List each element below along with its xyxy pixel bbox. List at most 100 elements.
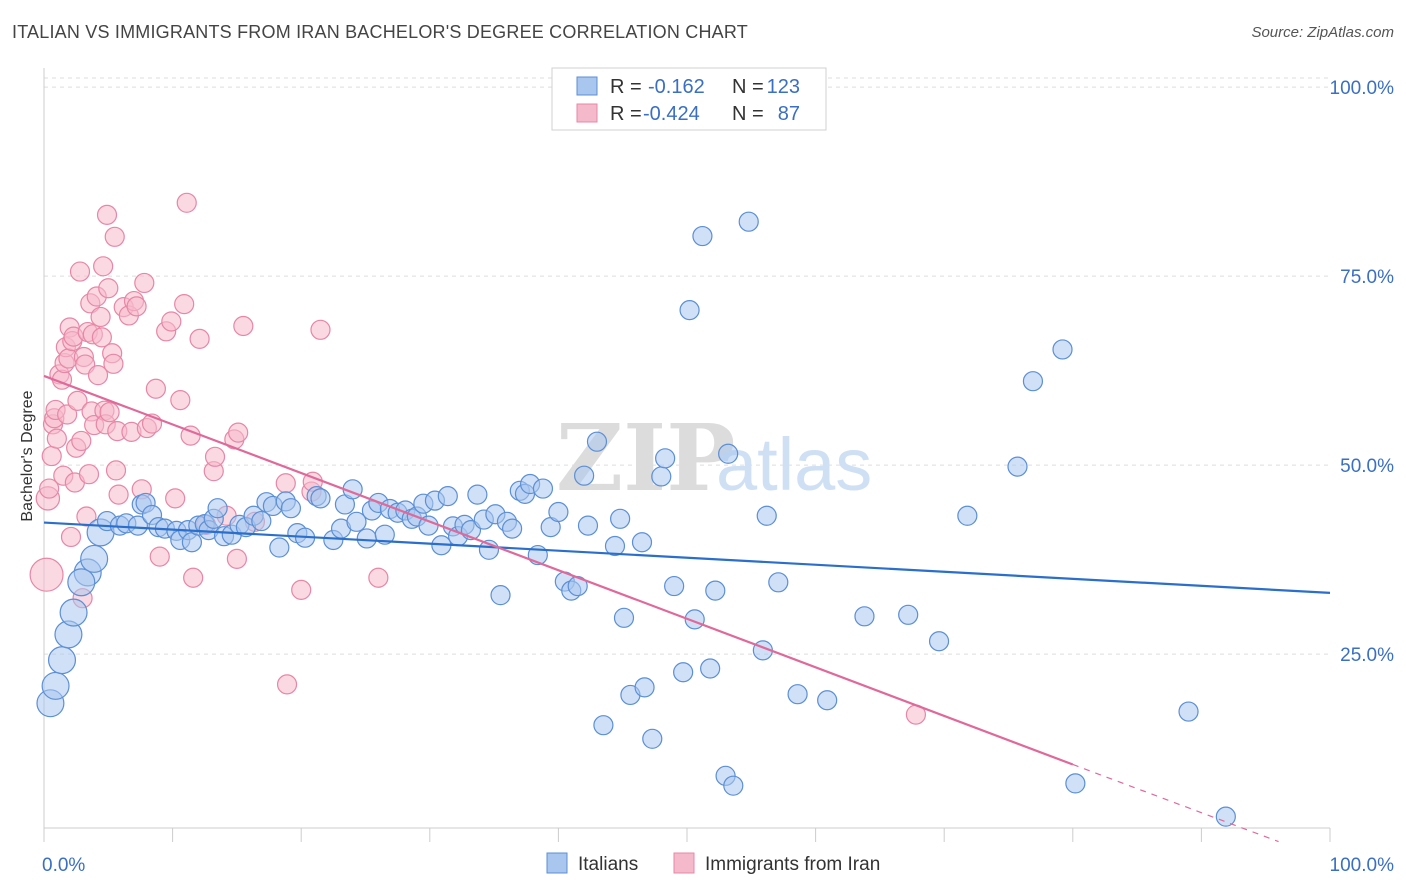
iran-point-79 [276, 674, 298, 695]
iran-point-47 [105, 460, 127, 481]
stats-legend-box [551, 67, 827, 131]
x-tick-label-min: 0.0% [42, 855, 85, 876]
iran-point-21 [67, 390, 88, 411]
iran-point-29 [78, 464, 100, 485]
italians-point-92 [642, 728, 663, 749]
trendlines [43, 374, 1331, 843]
italians-point-4 [59, 598, 88, 627]
iran-point-23 [71, 430, 92, 452]
chart-title: ITALIAN VS IMMIGRANTS FROM IRAN BACHELOR… [12, 22, 748, 42]
iran-swatch [576, 103, 598, 123]
italians-point-113 [928, 631, 950, 652]
stats-legend: R = -0.162 N = 123 R = -0.424 N = 87 [551, 67, 827, 131]
watermark: ZIP atlas [556, 404, 872, 512]
italians-point-76 [532, 478, 554, 499]
italians-point-7 [80, 544, 109, 573]
iran-point-3 [41, 445, 62, 467]
legend-iran-label: Immigrants from Iran [705, 854, 880, 875]
italians-point-1 [41, 671, 70, 700]
italians-swatch [576, 76, 598, 96]
italians-point-104 [718, 443, 739, 464]
italians-point-37 [280, 498, 302, 519]
italians-point-86 [610, 508, 631, 529]
iran-point-35 [87, 365, 109, 386]
italians-point-6 [67, 568, 96, 597]
iran-trendline-extension [1072, 763, 1279, 843]
y-tick-label-2: 75.0% [1340, 267, 1394, 288]
italians-point-12 [127, 515, 148, 536]
legend-iran-swatch [673, 852, 695, 874]
italians-point-94 [655, 448, 676, 469]
legend-italians-label: Italians [578, 854, 638, 875]
italians-point-32 [251, 510, 272, 532]
iran-point-46 [104, 226, 125, 247]
iran-point-49 [108, 484, 129, 505]
iran-point-37 [91, 327, 112, 348]
italians-point-117 [1052, 339, 1073, 360]
italians-point-71 [502, 518, 523, 539]
iran-point-80 [275, 473, 296, 494]
watermark-atlas: atlas [716, 423, 872, 506]
iran-point-2 [39, 478, 60, 499]
iran-n-label: N = [732, 103, 764, 125]
iran-point-84 [310, 319, 331, 340]
source-label: Source: ZipAtlas.com [1251, 24, 1394, 41]
iran-r-value: -0.424 [643, 103, 700, 125]
italians-point-35 [269, 537, 290, 558]
iran-point-59 [145, 378, 166, 399]
italians-r-value: -0.162 [648, 76, 705, 98]
iran-point-81 [291, 579, 312, 600]
iran-point-45 [103, 353, 124, 374]
iran-point-56 [134, 272, 155, 294]
iran-point-43 [99, 402, 120, 423]
iran-point-62 [161, 311, 182, 332]
iran-point-85 [368, 567, 389, 588]
italians-point-120 [1215, 806, 1236, 827]
italians-point-97 [679, 300, 700, 321]
iran-point-7 [46, 428, 67, 449]
italians-point-108 [768, 572, 789, 593]
iran-r-label: R = [610, 103, 642, 125]
italians-point-84 [586, 431, 608, 452]
italians-point-111 [854, 606, 875, 627]
italians-point-118 [1065, 773, 1086, 794]
iran-point-60 [149, 546, 170, 567]
italians-point-99 [692, 225, 713, 247]
italians-point-93 [651, 466, 672, 487]
italians-point-41 [310, 488, 331, 509]
italians-point-105 [738, 211, 759, 232]
iran-point-77 [233, 315, 254, 337]
italians-point-47 [356, 528, 377, 549]
iran-trendline [43, 374, 1074, 766]
italians-point-88 [593, 715, 614, 736]
iran-point-54 [126, 296, 147, 317]
iran-point-68 [183, 567, 204, 588]
italians-point-26 [207, 498, 228, 519]
italians-point-46 [346, 511, 367, 532]
iran-point-66 [176, 192, 197, 213]
italians-point-90 [631, 532, 653, 553]
italians-point-103 [723, 775, 744, 796]
italians-n-label: N = [732, 76, 764, 98]
iran-point-65 [174, 293, 195, 315]
iran-point-36 [90, 306, 111, 328]
italians-point-116 [1022, 371, 1044, 392]
iran-point-13 [57, 404, 78, 425]
italians-points [36, 211, 1236, 827]
italians-point-78 [548, 501, 569, 523]
iran-point-41 [96, 204, 118, 225]
y-tick-labels: 25.0% 50.0% 75.0% 100.0% [1330, 78, 1395, 666]
italians-point-100 [700, 658, 721, 679]
italians-point-114 [957, 505, 978, 526]
y-tick-label-0: 25.0% [1340, 645, 1394, 666]
italians-point-112 [898, 604, 919, 625]
italians-point-65 [467, 484, 488, 505]
iran-point-75 [226, 548, 247, 569]
iran-point-38 [93, 256, 114, 277]
iran-point-69 [189, 328, 210, 349]
iran-point-22 [69, 261, 91, 282]
iran-point-42 [98, 278, 119, 299]
y-tick-label-3: 100.0% [1330, 78, 1395, 99]
italians-point-87 [613, 607, 635, 628]
